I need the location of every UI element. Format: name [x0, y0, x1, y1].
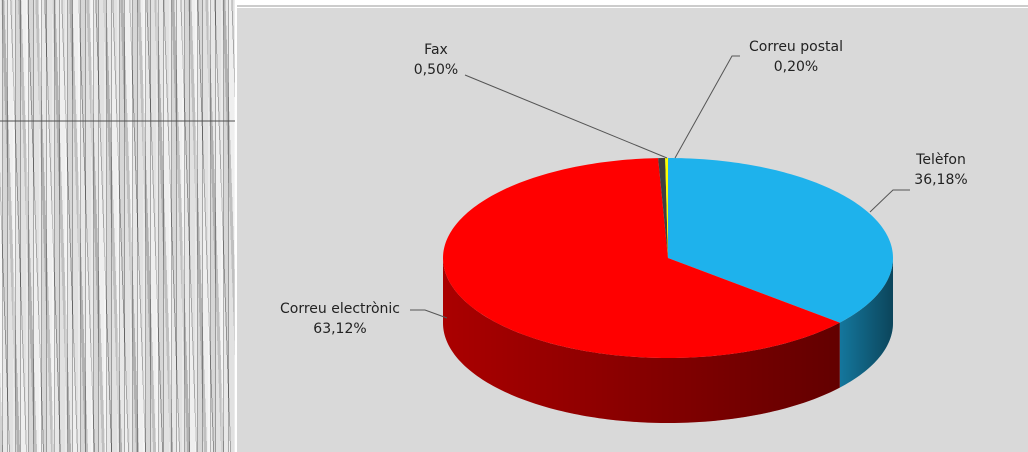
slice-side-shade: [443, 258, 840, 423]
photo: [0, 0, 235, 452]
leader-line: [674, 55, 740, 159]
value-label: 63,12%: [313, 321, 366, 337]
labels: Telèfon 36,18% Correu electrònic 63,12% Fax 0…: [280, 39, 968, 337]
slice: [658, 158, 668, 258]
category-label: Fax: [424, 42, 448, 58]
leader-line: [410, 309, 448, 319]
category-label: Correu postal: [749, 39, 843, 55]
category-label: Correu electrònic: [280, 301, 400, 317]
value-label: 0,20%: [774, 59, 818, 75]
slice: [443, 158, 840, 358]
category-label: Telèfon: [915, 152, 966, 168]
pie: [443, 158, 893, 423]
slice-side-shade: [839, 258, 893, 388]
leader-line: [464, 74, 668, 159]
slice: [668, 158, 893, 323]
slice: [665, 158, 668, 258]
value-label: 36,18%: [914, 172, 967, 188]
value-label: 0,50%: [414, 62, 458, 78]
leader-line: [869, 189, 910, 213]
